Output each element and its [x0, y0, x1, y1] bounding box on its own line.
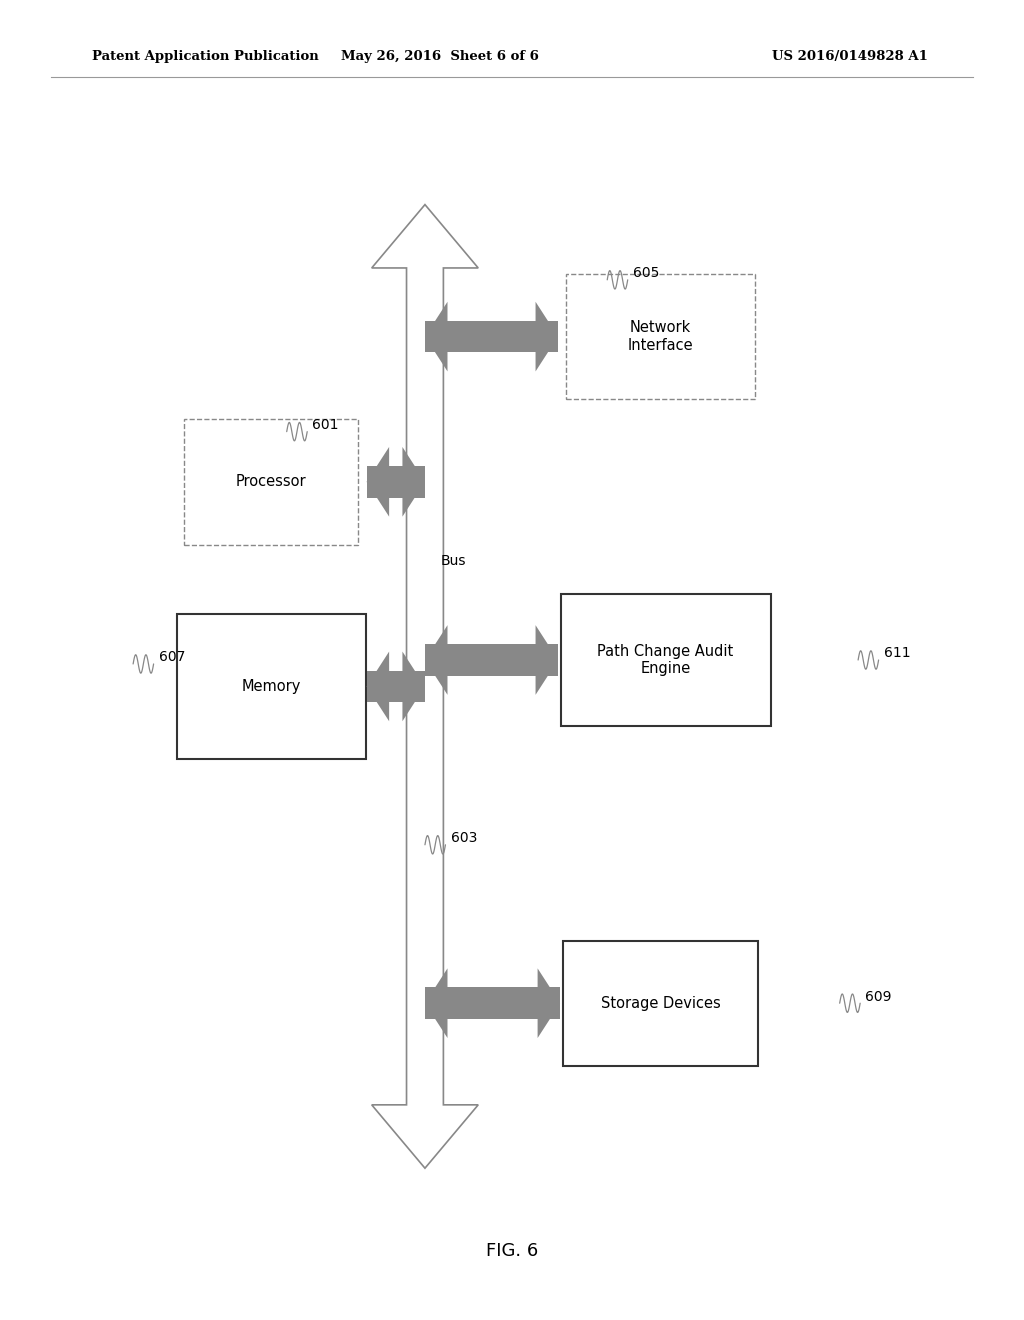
Polygon shape: [536, 302, 558, 371]
Text: Network
Interface: Network Interface: [628, 321, 693, 352]
Bar: [565, 275, 756, 399]
Bar: [184, 420, 358, 544]
Polygon shape: [425, 969, 447, 1038]
Text: 601: 601: [312, 418, 339, 432]
Text: Storage Devices: Storage Devices: [601, 995, 720, 1011]
Polygon shape: [367, 652, 389, 721]
Text: Memory: Memory: [242, 678, 301, 694]
Bar: [425, 321, 558, 352]
Polygon shape: [402, 447, 425, 516]
Bar: [367, 466, 425, 498]
Polygon shape: [367, 447, 389, 516]
Bar: [563, 940, 758, 1067]
Bar: [177, 614, 367, 759]
Text: FIG. 6: FIG. 6: [485, 1242, 539, 1261]
Bar: [561, 594, 770, 726]
Text: May 26, 2016  Sheet 6 of 6: May 26, 2016 Sheet 6 of 6: [341, 50, 540, 63]
Text: 609: 609: [865, 990, 892, 1003]
Text: 603: 603: [451, 832, 477, 845]
Text: 605: 605: [633, 267, 659, 280]
Polygon shape: [425, 302, 447, 371]
Text: Patent Application Publication: Patent Application Publication: [92, 50, 318, 63]
Polygon shape: [425, 626, 447, 694]
Polygon shape: [536, 626, 558, 694]
Text: Processor: Processor: [237, 474, 306, 490]
Polygon shape: [538, 969, 560, 1038]
Polygon shape: [402, 652, 425, 721]
Bar: [425, 644, 558, 676]
Bar: [425, 987, 560, 1019]
Text: 611: 611: [884, 647, 910, 660]
Text: Bus: Bus: [440, 554, 466, 568]
Text: Path Change Audit
Engine: Path Change Audit Engine: [597, 644, 734, 676]
Text: 607: 607: [159, 651, 185, 664]
Bar: [367, 671, 425, 702]
Text: US 2016/0149828 A1: US 2016/0149828 A1: [772, 50, 928, 63]
